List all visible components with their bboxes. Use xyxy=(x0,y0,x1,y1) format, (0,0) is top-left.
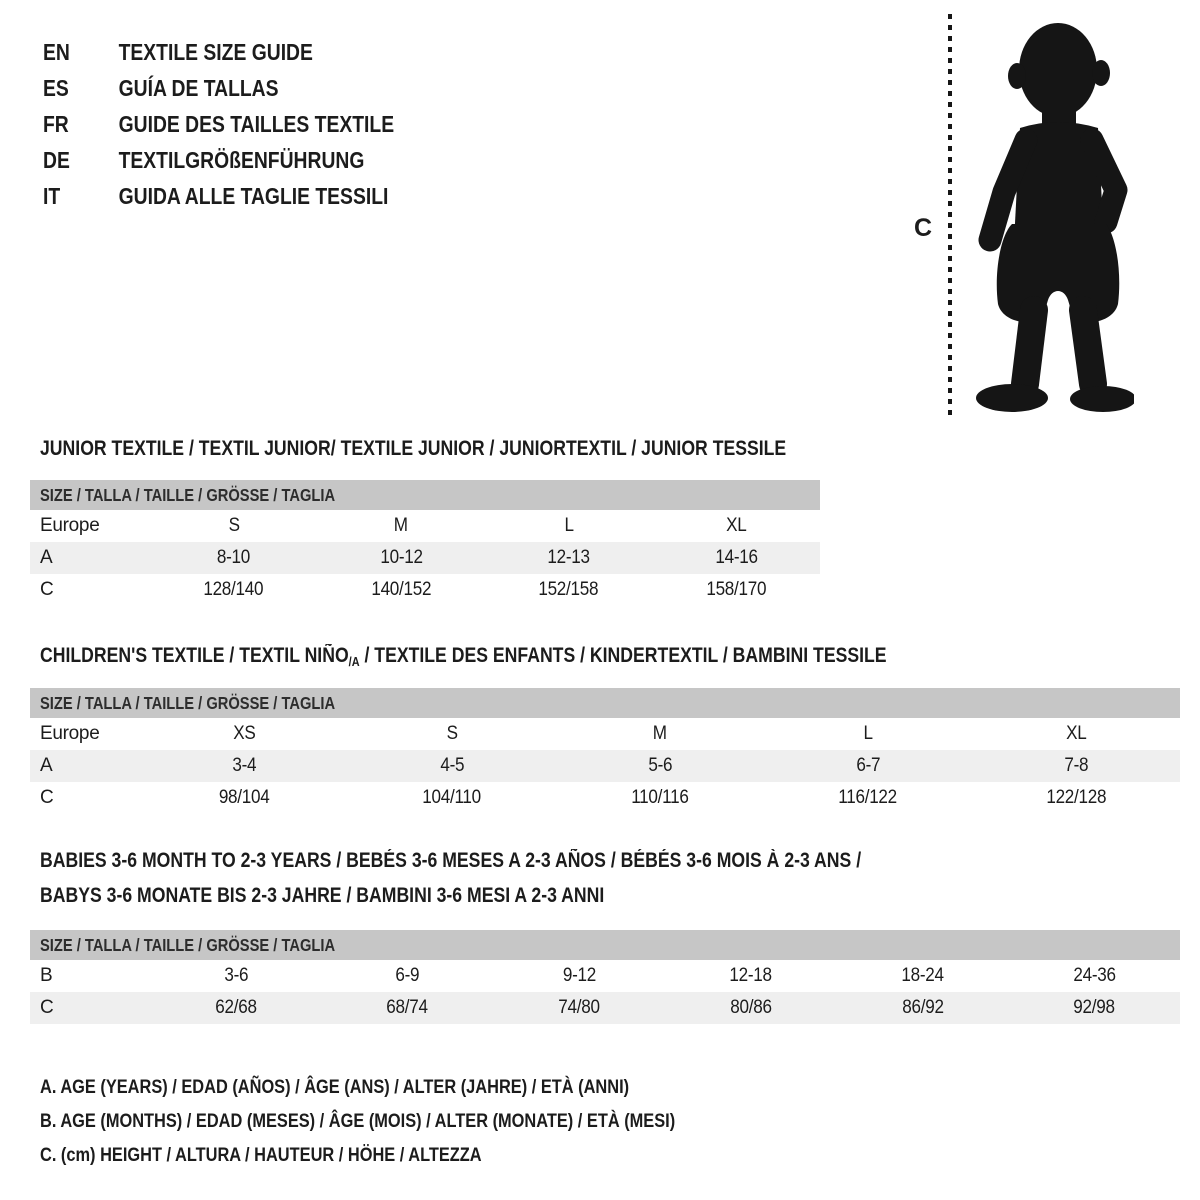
table-row-europe: Europe S M L XL xyxy=(30,510,820,542)
size-header-label: SIZE / TALLA / TAILLE / GRÖSSE / TAGLIA xyxy=(40,484,336,505)
junior-section-title: JUNIOR TEXTILE / TEXTIL JUNIOR/ TEXTILE … xyxy=(40,437,787,460)
table-row-months: B 3-6 6-9 9-12 12-18 18-24 24-36 xyxy=(30,960,1180,992)
cell: 14-16 xyxy=(715,547,758,568)
cell: 12-18 xyxy=(729,965,773,986)
legend-line-b: B. AGE (MONTHS) / EDAD (MESES) / ÂGE (MO… xyxy=(40,1109,676,1132)
cell: S xyxy=(228,515,240,536)
cell: 6-7 xyxy=(856,755,880,776)
cell: 92/98 xyxy=(1073,997,1115,1018)
height-dashed-line xyxy=(948,14,952,418)
lang-code: DE xyxy=(43,146,70,173)
cell: 128/140 xyxy=(203,579,264,600)
cell: 116/122 xyxy=(838,787,898,808)
legend-line-c: C. (cm) HEIGHT / ALTURA / HAUTEUR / HÖHE… xyxy=(40,1143,482,1166)
lang-row-de: DE TEXTILGRÖßENFÜHRUNG xyxy=(43,142,461,178)
cell: 18-24 xyxy=(901,965,944,986)
junior-size-header-bar: SIZE / TALLA / TAILLE / GRÖSSE / TAGLIA xyxy=(30,480,820,510)
cell: 104/110 xyxy=(422,787,482,808)
cell: 110/116 xyxy=(631,787,689,808)
children-size-table: SIZE / TALLA / TAILLE / GRÖSSE / TAGLIA … xyxy=(30,688,1180,814)
cell: M xyxy=(394,515,409,536)
row-label: B xyxy=(40,965,53,986)
table-row-age: A 3-4 4-5 5-6 6-7 7-8 xyxy=(30,750,1180,782)
cell: 24-36 xyxy=(1072,965,1116,986)
legend-line-a: A. AGE (YEARS) / EDAD (AÑOS) / ÂGE (ANS)… xyxy=(40,1075,630,1098)
cell: 80/86 xyxy=(730,997,772,1018)
cell: 86/92 xyxy=(901,997,944,1018)
cell: 8-10 xyxy=(217,547,251,568)
row-label: C xyxy=(40,787,54,808)
lang-code: ES xyxy=(43,74,69,101)
lang-code: FR xyxy=(43,110,69,137)
babies-size-header-bar: SIZE / TALLA / TAILLE / GRÖSSE / TAGLIA xyxy=(30,930,1180,960)
row-label: Europe xyxy=(40,723,100,744)
cell: M xyxy=(653,723,667,744)
size-header-label: SIZE / TALLA / TAILLE / GRÖSSE / TAGLIA xyxy=(40,692,336,713)
cell: 62/68 xyxy=(215,997,257,1018)
babies-size-table: SIZE / TALLA / TAILLE / GRÖSSE / TAGLIA … xyxy=(30,930,1180,1024)
title-subscript: /A xyxy=(348,654,360,669)
junior-size-table: SIZE / TALLA / TAILLE / GRÖSSE / TAGLIA … xyxy=(30,480,820,606)
measurement-legend: A. AGE (YEARS) / EDAD (AÑOS) / ÂGE (ANS)… xyxy=(40,1070,796,1172)
cell: 74/80 xyxy=(558,997,600,1018)
lang-row-it: IT GUIDA ALLE TAGLIE TESSILI xyxy=(43,178,461,214)
cell: XL xyxy=(1065,723,1087,744)
lang-title: GUIDA ALLE TAGLIE TESSILI xyxy=(118,182,389,209)
cell: 4-5 xyxy=(440,755,464,776)
cell: 7-8 xyxy=(1064,755,1088,776)
table-row-height: C 62/68 68/74 74/80 80/86 86/92 92/98 xyxy=(30,992,1180,1024)
cell: 68/74 xyxy=(386,997,429,1018)
cell: 3-6 xyxy=(223,965,248,986)
lang-title: TEXTILE SIZE GUIDE xyxy=(118,38,313,65)
cell: S xyxy=(446,723,458,744)
cell: 6-9 xyxy=(395,965,420,986)
height-measure-label: C xyxy=(914,214,933,242)
lang-title: GUIDE DES TAILLES TEXTILE xyxy=(118,110,395,137)
table-row-europe: Europe XS S M L XL xyxy=(30,718,1180,750)
cell: 9-12 xyxy=(562,965,596,986)
language-title-list: EN TEXTILE SIZE GUIDE ES GUÍA DE TALLAS FR… xyxy=(43,34,461,214)
row-label: Europe xyxy=(40,515,100,536)
babies-title-line1: BABIES 3-6 MONTH TO 2-3 YEARS / BEBÉS 3-… xyxy=(40,848,862,872)
cell: 12-13 xyxy=(547,547,591,568)
lang-title: GUÍA DE TALLAS xyxy=(118,74,279,101)
cell: 152/158 xyxy=(538,579,599,600)
lang-row-en: EN TEXTILE SIZE GUIDE xyxy=(43,34,461,70)
cell: 158/170 xyxy=(706,579,767,600)
table-row-height: C 98/104 104/110 110/116 116/122 122/128 xyxy=(30,782,1180,814)
lang-code: IT xyxy=(43,182,61,209)
size-header-label: SIZE / TALLA / TAILLE / GRÖSSE / TAGLIA xyxy=(40,934,336,955)
cell: 3-4 xyxy=(232,755,256,776)
cell: 10-12 xyxy=(380,547,423,568)
children-size-header-bar: SIZE / TALLA / TAILLE / GRÖSSE / TAGLIA xyxy=(30,688,1180,718)
babies-section-title: BABIES 3-6 MONTH TO 2-3 YEARS / BEBÉS 3-… xyxy=(40,843,1018,913)
lang-row-fr: FR GUIDE DES TAILLES TEXTILE xyxy=(43,106,461,142)
cell: 122/128 xyxy=(1046,787,1106,808)
babies-title-line2: BABYS 3-6 MONATE BIS 2-3 JAHRE / BAMBINI… xyxy=(40,883,605,907)
cell: 140/152 xyxy=(371,579,432,600)
lang-row-es: ES GUÍA DE TALLAS xyxy=(43,70,461,106)
lang-code: EN xyxy=(43,38,70,65)
cell: XL xyxy=(726,515,747,536)
row-label: C xyxy=(40,579,54,600)
cell: XS xyxy=(232,723,256,744)
row-label: C xyxy=(40,997,54,1018)
row-label: A xyxy=(40,755,53,776)
row-label: A xyxy=(40,547,53,568)
cell: L xyxy=(564,515,574,536)
cell: 98/104 xyxy=(218,787,270,808)
table-row-age: A 8-10 10-12 12-13 14-16 xyxy=(30,542,820,574)
children-section-title: CHILDREN'S TEXTILE / TEXTIL NIÑO/A / TEX… xyxy=(40,644,887,669)
toddler-silhouette-icon xyxy=(976,23,1134,412)
cell: 5-6 xyxy=(648,755,672,776)
cell: L xyxy=(863,723,873,744)
lang-title: TEXTILGRÖßENFÜHRUNG xyxy=(118,146,365,173)
table-row-height: C 128/140 140/152 152/158 158/170 xyxy=(30,574,820,606)
